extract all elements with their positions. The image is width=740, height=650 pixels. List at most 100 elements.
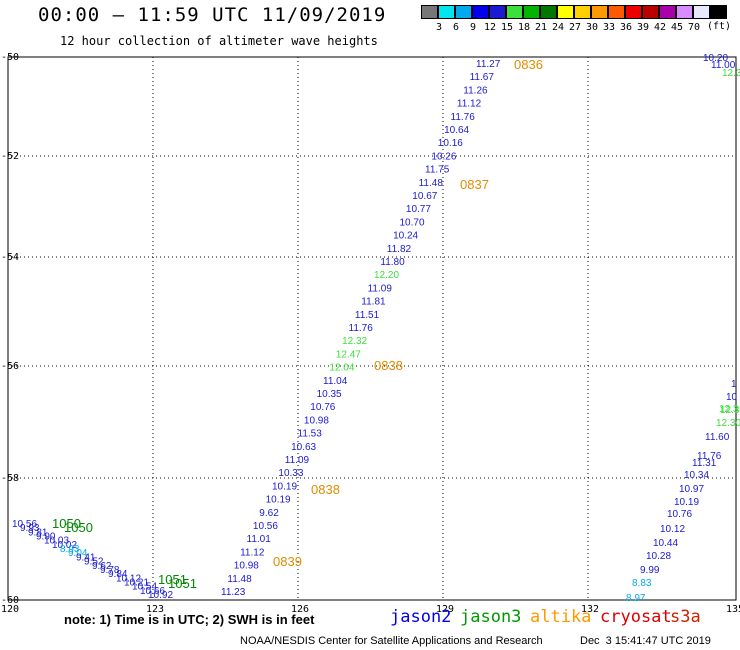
scale-label: 33: [602, 22, 616, 33]
track-value: 11.76: [697, 451, 722, 462]
track-value: 10.70: [400, 217, 425, 228]
track-value: 11.26: [463, 85, 488, 96]
track-value: 8.83: [632, 578, 652, 589]
track-value: 11.27: [476, 59, 501, 70]
track-value: 10.97: [679, 484, 704, 495]
track-value: 12.32: [342, 336, 367, 347]
scale-swatch: [438, 5, 455, 19]
track-value: 10.66: [140, 586, 165, 597]
track-value: 11.12: [240, 547, 265, 558]
scale-swatch: [574, 5, 591, 19]
edge-value: 1: [731, 379, 737, 390]
track-value: 12.3: [722, 68, 740, 79]
track-value: 10.56: [12, 519, 37, 530]
track-value: 11.48: [419, 178, 444, 189]
track-value: 10.21: [124, 578, 149, 589]
track-value: 11.00: [711, 60, 736, 71]
track-value: 12.20: [374, 270, 399, 281]
map-subtitle: 12 hour collection of altimeter wave hei…: [60, 34, 378, 48]
scale-label: 39: [636, 22, 650, 33]
lat-label: -52: [1, 151, 19, 162]
pass-time-label: 0836: [514, 57, 543, 72]
pass-time-label: 1051: [158, 572, 187, 587]
track-value: 11.53: [298, 429, 323, 440]
track-value: 10.26: [431, 151, 456, 162]
track-value: 9.99: [640, 565, 660, 576]
track-value: 9.41: [76, 552, 96, 563]
scale-swatch: [421, 5, 438, 19]
pass-time-label: 0838: [374, 358, 403, 373]
scale-swatch: [608, 5, 625, 19]
track-value: 10.19: [272, 481, 297, 492]
lon-label: 129: [436, 604, 454, 615]
track-value: 11.75: [425, 165, 450, 176]
scale-label: 6: [452, 22, 460, 33]
track-value: 10.77: [406, 204, 431, 215]
pass-time-label: 0839: [273, 554, 302, 569]
lon-label: 135: [726, 604, 740, 615]
scale-swatch: [710, 5, 727, 19]
edge-value: 10: [726, 392, 738, 403]
track-value: 11.12: [457, 99, 482, 110]
track-value: 11.09: [368, 283, 393, 294]
track-value: 9.84: [108, 569, 128, 580]
lat-label: -60: [1, 595, 19, 606]
track-value: 10.44: [653, 538, 678, 549]
scale-unit: (ft): [707, 21, 732, 32]
track-value: 9.78: [100, 565, 120, 576]
lon-label: 132: [581, 604, 599, 615]
scale-label: 30: [585, 22, 599, 33]
track-value: 10.19: [674, 497, 699, 508]
track-value: 10.63: [291, 442, 316, 453]
scale-label: 36: [619, 22, 633, 33]
scale-swatch: [642, 5, 659, 19]
track-value: 11.60: [705, 432, 730, 443]
track-value: 11.82: [387, 244, 412, 255]
legend-jason2: jason2: [390, 607, 452, 627]
pass-time-label: 0837: [460, 177, 489, 192]
scale-swatch: [540, 5, 557, 19]
pass-time-label: 1050: [64, 520, 93, 535]
footer-note: note: 1) Time is in UTC; 2) SWH is in fe…: [64, 612, 315, 627]
track-value: 9.93: [20, 523, 40, 534]
scale-label: 24: [551, 22, 565, 33]
track-value: 10.35: [317, 389, 342, 400]
track-value: 10.54: [132, 582, 157, 593]
scale-swatch: [489, 5, 506, 19]
track-value: 11.51: [355, 310, 380, 321]
credit-line: NOAA/NESDIS Center for Satellite Applica…: [240, 635, 543, 647]
scale-swatch: [625, 5, 642, 19]
track-value: 10.56: [253, 521, 278, 532]
track-value: 11.76: [451, 112, 476, 123]
legend-s3a: s3a: [670, 607, 701, 627]
scale-swatch: [693, 5, 710, 19]
track-value: 9.62: [92, 561, 112, 572]
legend-jason3: jason3: [460, 607, 522, 627]
generation-timestamp: Dec 3 15:41:47 UTC 2019: [580, 635, 711, 647]
track-value: 11.76: [349, 323, 374, 334]
track-value: 11.09: [285, 455, 310, 466]
track-value: 10.98: [304, 415, 329, 426]
track-value: 9.62: [259, 508, 279, 519]
scale-label: 45: [670, 22, 684, 33]
track-value: 12.3: [719, 404, 739, 415]
legend-cryosat: cryosat: [600, 607, 672, 627]
track-value: 11.01: [247, 534, 272, 545]
track-value: 9.90: [36, 532, 56, 543]
track-value: 12.30: [716, 418, 740, 429]
pass-time-label: 0838: [311, 482, 340, 497]
track-value: 10.98: [234, 561, 259, 572]
track-value: 10.67: [412, 191, 437, 202]
track-value: 10.28: [646, 551, 671, 562]
scale-label: 70: [687, 22, 701, 33]
lat-label: -58: [1, 473, 19, 484]
scale-swatch: [506, 5, 523, 19]
legend-altika: altika: [530, 607, 592, 627]
scale-label: 3: [435, 22, 443, 33]
edge-value: 12.3: [720, 405, 740, 416]
track-value: 10.02: [52, 540, 77, 551]
track-value: 9.04: [68, 548, 88, 559]
track-value: 10.20: [703, 53, 728, 64]
track-value: 11.48: [227, 574, 252, 585]
